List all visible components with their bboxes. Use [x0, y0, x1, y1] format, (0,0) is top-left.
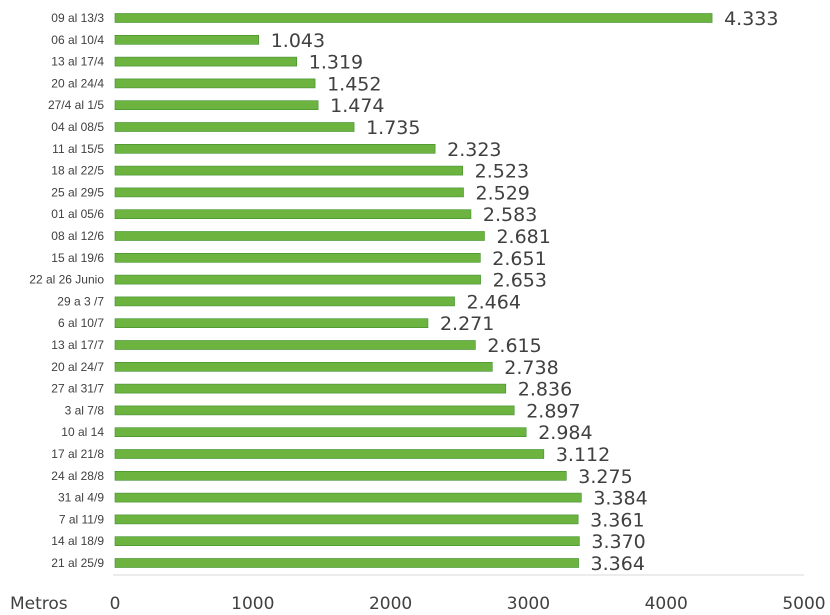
bar [114, 318, 429, 329]
bar [114, 144, 436, 154]
x-tick-label: 4000 [645, 594, 688, 614]
x-tick-label: 5000 [782, 594, 825, 614]
bar [114, 558, 579, 568]
value-label: 2.583 [483, 204, 537, 226]
category-label: 17 al 21/8 [51, 447, 104, 461]
category-label: 29 a 3 /7 [57, 294, 104, 308]
category-label: 3 al 7/8 [65, 403, 105, 417]
category-label: 04 al 08/5 [51, 120, 104, 134]
bar [114, 470, 567, 481]
bar [114, 296, 455, 307]
x-tick-label: 2000 [369, 594, 412, 614]
x-tick-label: 0 [110, 594, 121, 614]
bar [114, 340, 476, 350]
value-label: 3.364 [591, 553, 645, 575]
value-label: 3.275 [578, 466, 632, 488]
category-label: 15 al 19/6 [51, 251, 104, 265]
x-tick-label: 1000 [231, 594, 274, 614]
category-label: 18 al 22/5 [51, 164, 104, 178]
bar [114, 187, 464, 198]
category-label: 01 al 05/6 [51, 207, 104, 221]
category-label: 25 al 29/5 [51, 185, 104, 199]
value-label: 1.452 [327, 73, 381, 95]
bar [114, 78, 316, 89]
value-label: 2.271 [440, 313, 494, 335]
category-label: 08 al 12/6 [51, 229, 104, 243]
value-label: 1.319 [309, 52, 363, 74]
bar [114, 514, 579, 525]
bar [114, 56, 298, 67]
bar [114, 100, 319, 110]
value-label: 2.738 [504, 357, 558, 379]
value-label: 1.043 [271, 30, 325, 52]
bar [114, 231, 485, 241]
category-label: 31 al 4/9 [58, 491, 104, 505]
category-label: 21 al 25/9 [51, 556, 104, 570]
value-label: 2.523 [475, 161, 529, 183]
bar [114, 13, 713, 23]
value-label: 3.384 [593, 488, 647, 510]
value-label: 2.681 [496, 226, 550, 248]
category-label: 22 al 26 Junio [29, 273, 104, 287]
x-tick-label: 3000 [507, 594, 550, 614]
bar [114, 122, 355, 132]
category-label: 13 al 17/7 [51, 338, 104, 352]
category-label: 13 al 17/4 [51, 55, 104, 69]
category-label: 6 al 10/7 [58, 316, 104, 330]
x-axis-label: Metros [10, 594, 68, 614]
value-label: 3.370 [591, 531, 645, 553]
value-label: 2.651 [492, 248, 546, 270]
x-tick-labels: 0 1000 2000 3000 4000 5000 [110, 594, 826, 614]
value-label: 1.735 [366, 117, 420, 139]
bar [114, 165, 463, 176]
category-label: 06 al 10/4 [51, 33, 104, 47]
value-label: 2.615 [487, 335, 541, 357]
value-label: 2.323 [447, 139, 501, 161]
category-label: 09 al 13/3 [51, 11, 104, 25]
category-label: 27 al 31/7 [51, 382, 104, 396]
bars [114, 13, 713, 568]
bar [114, 449, 545, 459]
value-label: 2.984 [538, 422, 592, 444]
category-label: 20 al 24/7 [51, 360, 104, 374]
category-label: 24 al 28/8 [51, 469, 104, 483]
value-label: 2.653 [493, 270, 547, 292]
category-label: 10 al 14 [61, 425, 104, 439]
value-label: 2.897 [526, 400, 580, 422]
bar [114, 536, 580, 547]
value-label: 3.361 [590, 509, 644, 531]
value-label: 3.112 [556, 444, 610, 466]
category-labels: 09 al 13/3 06 al 10/4 13 al 17/4 20 al 24/4… [29, 11, 104, 570]
bar [114, 427, 527, 438]
bar [114, 492, 582, 503]
bar [114, 209, 472, 219]
category-label: 20 al 24/4 [51, 76, 104, 90]
category-label: 14 al 18/9 [51, 534, 104, 548]
category-label: 11 al 15/5 [52, 142, 104, 156]
value-label: 1.474 [330, 95, 384, 117]
value-label: 2.464 [467, 291, 521, 313]
bar [114, 405, 515, 416]
bar [114, 383, 507, 394]
value-label: 4.333 [724, 8, 778, 30]
category-label: 27/4 al 1/5 [48, 98, 104, 112]
value-label: 2.529 [475, 182, 529, 204]
value-label: 2.836 [518, 379, 572, 401]
category-label: 7 al 11/9 [59, 512, 104, 526]
bar [114, 361, 493, 372]
bar [114, 274, 481, 285]
bar [114, 253, 481, 263]
bar [114, 34, 260, 45]
